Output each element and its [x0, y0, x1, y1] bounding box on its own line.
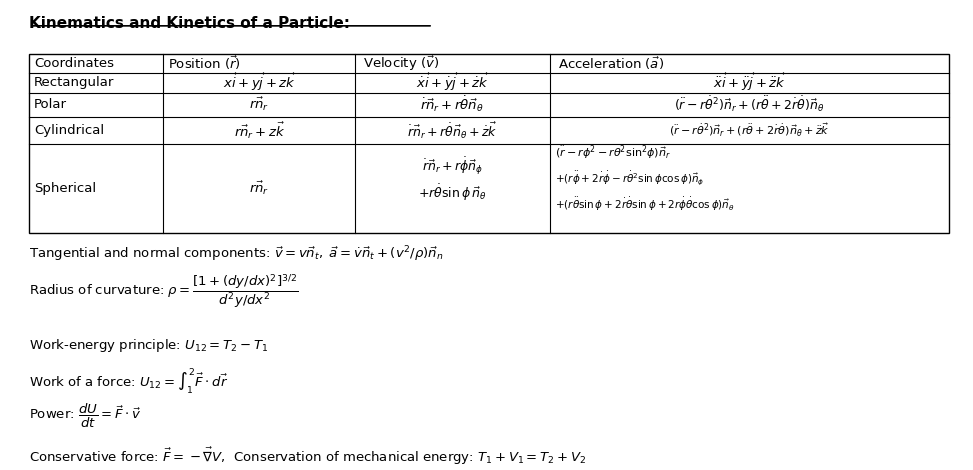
Text: $(\ddot{r}-r\dot{\theta}^2)\vec{n}_r + (r\ddot{\theta}+2\dot{r}\dot{\theta})\vec: $(\ddot{r}-r\dot{\theta}^2)\vec{n}_r + (… [674, 95, 824, 114]
Text: $\dot{r}\vec{n}_r + r\dot{\phi}\vec{n}_\phi$: $\dot{r}\vec{n}_r + r\dot{\phi}\vec{n}_\… [421, 155, 484, 177]
Text: $\dot{r}\vec{n}_r + r\dot{\theta}\vec{n}_\theta$: $\dot{r}\vec{n}_r + r\dot{\theta}\vec{n}… [420, 95, 485, 114]
Text: Velocity ($\vec{v}$): Velocity ($\vec{v}$) [363, 54, 439, 73]
Text: $r\vec{n}_r + z\vec{k}$: $r\vec{n}_r + z\vec{k}$ [234, 120, 285, 141]
Bar [29, 54, 949, 233]
Text: Rectangular: Rectangular [34, 76, 115, 89]
Text: $(\ddot{r}-r\dot{\phi}^2-r\dot{\theta}^2\sin^2\!\phi)\vec{n}_r$: $(\ddot{r}-r\dot{\phi}^2-r\dot{\theta}^2… [555, 144, 670, 161]
Text: $r\vec{n}_r$: $r\vec{n}_r$ [249, 96, 270, 113]
Text: $x\vec{i} + y\vec{j} + z\vec{k}$: $x\vec{i} + y\vec{j} + z\vec{k}$ [223, 72, 296, 94]
Text: $(\ddot{r}-r\dot{\theta}^2)\vec{n}_r + (r\ddot{\theta}+2\dot{r}\dot{\theta})\vec: $(\ddot{r}-r\dot{\theta}^2)\vec{n}_r + (… [668, 122, 830, 139]
Text: Conservative force: $\vec{F} = -\vec{\nabla}V$,  Conservation of mechanical ener: Conservative force: $\vec{F} = -\vec{\na… [29, 445, 587, 467]
Text: $\dot{r}\vec{n}_r + r\dot{\theta}\vec{n}_\theta + \dot{z}\vec{k}$: $\dot{r}\vec{n}_r + r\dot{\theta}\vec{n}… [407, 120, 498, 141]
Text: $\ddot{x}\vec{i} + \ddot{y}\vec{j} + \ddot{z}\vec{k}$: $\ddot{x}\vec{i} + \ddot{y}\vec{j} + \dd… [712, 72, 786, 94]
Text: $r\vec{n}_r$: $r\vec{n}_r$ [249, 180, 270, 197]
Text: $+ r\dot{\theta}\sin\phi\,\vec{n}_\theta$: $+ r\dot{\theta}\sin\phi\,\vec{n}_\theta… [418, 183, 486, 204]
Text: Power: $\dfrac{dU}{dt} = \vec{F} \cdot \vec{v}$: Power: $\dfrac{dU}{dt} = \vec{F} \cdot \… [29, 402, 141, 430]
Text: Radius of curvature: $\rho = \dfrac{[1+(dy/dx)^2]^{3/2}}{d^2y/dx^2}$: Radius of curvature: $\rho = \dfrac{[1+(… [29, 273, 299, 310]
Text: $\dot{x}\vec{i} + \dot{y}\vec{j} + \dot{z}\vec{k}$: $\dot{x}\vec{i} + \dot{y}\vec{j} + \dot{… [415, 72, 489, 94]
Text: Work of a force: $U_{12} = \int_1^2 \vec{F} \cdot d\vec{r}$: Work of a force: $U_{12} = \int_1^2 \vec… [29, 366, 229, 396]
Text: Tangential and normal components: $\vec{v} = v\vec{n}_t,\; \vec{a} = \dot{v}\vec: Tangential and normal components: $\vec{… [29, 244, 444, 264]
Text: Cylindrical: Cylindrical [34, 124, 104, 137]
Text: $+(r\ddot{\theta}\sin\phi+2\dot{r}\dot{\theta}\sin\phi+2r\dot{\phi}\dot{\theta}\: $+(r\ddot{\theta}\sin\phi+2\dot{r}\dot{\… [555, 196, 735, 212]
Text: Work-energy principle: $U_{12} = T_2 - T_1$: Work-energy principle: $U_{12} = T_2 - T… [29, 337, 269, 354]
Text: Polar: Polar [34, 98, 67, 111]
Text: Position ($\vec{r}$): Position ($\vec{r}$) [168, 55, 241, 72]
Text: Kinematics and Kinetics of a Particle:: Kinematics and Kinetics of a Particle: [29, 16, 350, 31]
Text: $+(r\ddot{\phi}+2\dot{r}\dot{\phi}-r\dot{\theta}^2\sin\phi\cos\phi)\vec{n}_\phi$: $+(r\ddot{\phi}+2\dot{r}\dot{\phi}-r\dot… [555, 169, 703, 187]
Text: Spherical: Spherical [34, 182, 96, 195]
Text: Coordinates: Coordinates [34, 57, 114, 70]
Text: Acceleration ($\vec{a}$): Acceleration ($\vec{a}$) [558, 55, 664, 71]
